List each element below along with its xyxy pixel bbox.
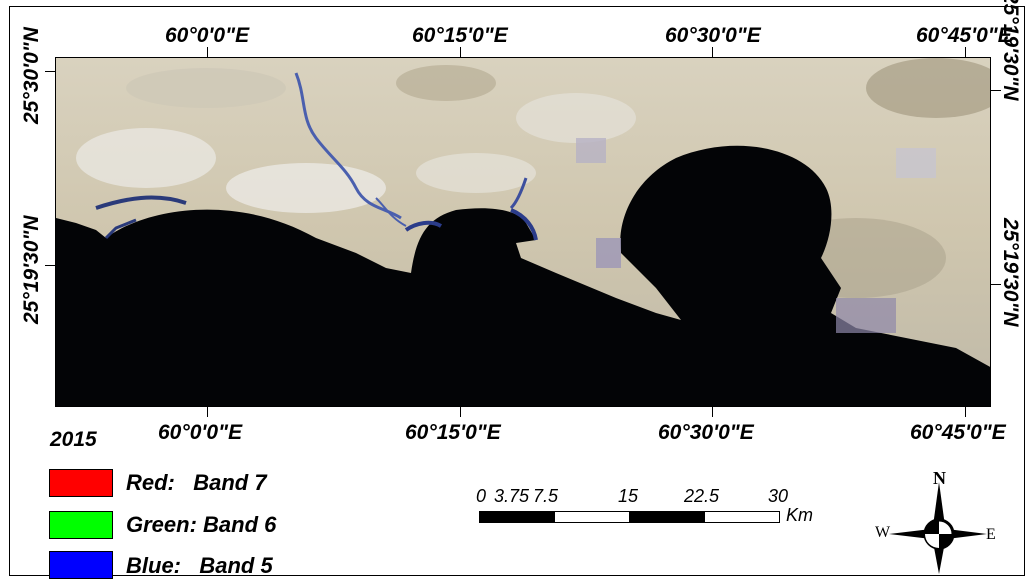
north-arrow-icon: N W E — [872, 468, 1002, 576]
scale-tick-label: 15 — [618, 486, 639, 506]
legend-label-blue: Blue: Band 5 — [126, 553, 273, 578]
graticule-tick — [45, 71, 55, 72]
scale-tick-label: 22.5 — [684, 486, 720, 506]
graticule-tick — [712, 47, 713, 57]
bottom-lon-label: 60°0'0"E — [158, 421, 243, 444]
top-lon-label: 60°45'0"E — [916, 24, 1012, 47]
legend-label-red: Red: Band 7 — [126, 470, 267, 495]
graticule-tick — [712, 407, 713, 417]
legend-swatch-blue — [49, 551, 113, 579]
top-lon-label: 60°30'0"E — [665, 24, 761, 47]
right-lat-label: 25°19'30"N — [999, 218, 1022, 327]
bottom-lon-label: 60°15'0"E — [405, 421, 501, 444]
legend-swatch-red — [49, 469, 113, 497]
graticule-tick — [207, 407, 208, 417]
graticule-tick — [207, 47, 208, 57]
graticule-tick — [460, 407, 461, 417]
graticule-tick — [991, 284, 1001, 285]
graticule-tick — [991, 90, 1001, 91]
graticule-tick — [460, 47, 461, 57]
graticule-tick — [965, 47, 966, 57]
scale-segment — [629, 511, 705, 523]
satellite-image — [55, 57, 991, 407]
left-lat-label: 25°19'30"N — [20, 215, 43, 324]
scale-unit: Km — [786, 505, 813, 525]
year-label: 2015 — [50, 428, 97, 451]
map-frame — [9, 6, 1025, 576]
left-lat-label: 25°30'0"N — [20, 27, 43, 124]
bottom-lon-label: 60°45'0"E — [910, 421, 1006, 444]
scale-tick-label: 0 — [476, 486, 487, 506]
scale-segment — [554, 511, 630, 523]
legend-label-green: Green: Band 6 — [126, 512, 277, 537]
right-lat-label: 25°19'30"N — [999, 0, 1022, 101]
east-label: E — [986, 526, 996, 543]
legend-swatch-green — [49, 511, 113, 539]
graticule-tick — [965, 407, 966, 417]
scale-segment — [704, 511, 780, 523]
north-label: N — [933, 468, 946, 488]
scale-tick-label: 7.5 — [533, 486, 559, 506]
scale-tick-label: 30 — [768, 486, 789, 506]
top-lon-label: 60°0'0"E — [165, 24, 250, 47]
graticule-tick — [45, 265, 55, 266]
scale-segment — [479, 511, 555, 523]
west-label: W — [875, 524, 891, 541]
satellite-image-graphic — [56, 58, 990, 406]
top-lon-label: 60°15'0"E — [412, 24, 508, 47]
scale-tick-label: 3.75 — [494, 486, 530, 506]
bottom-lon-label: 60°30'0"E — [658, 421, 754, 444]
